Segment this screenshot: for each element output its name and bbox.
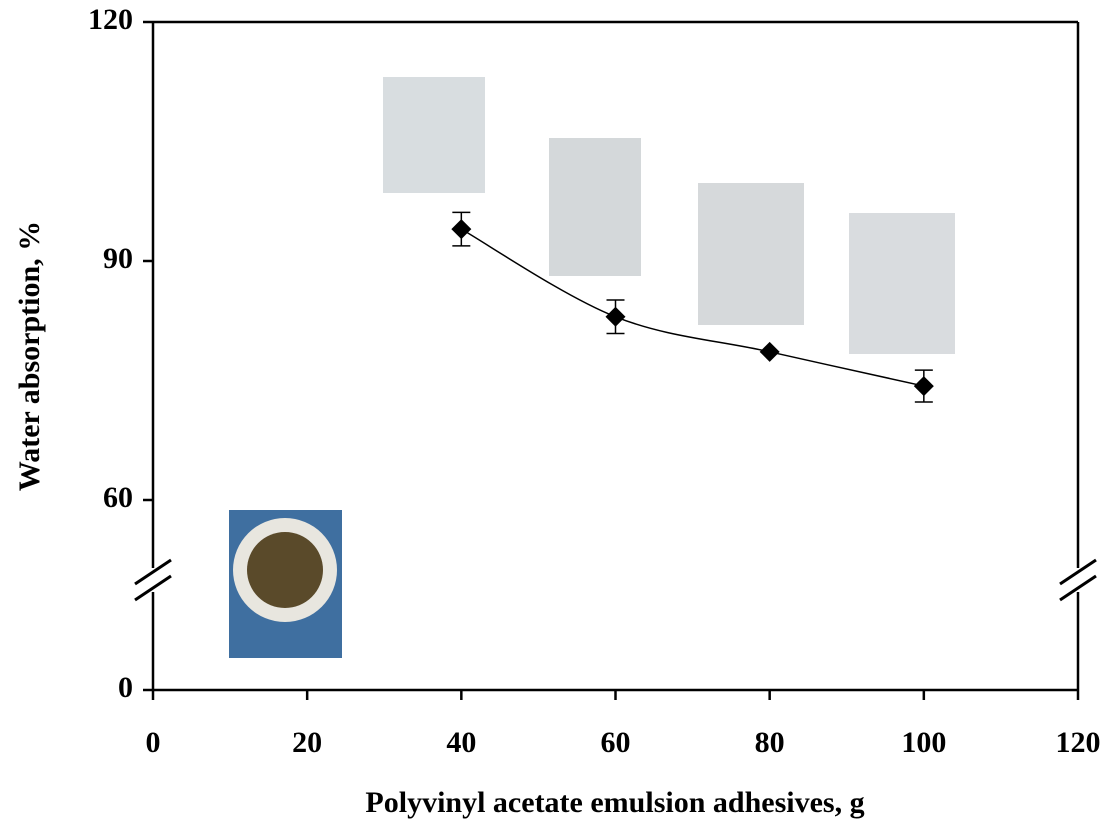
data-point (913, 376, 934, 397)
break-mark (134, 574, 172, 602)
y-axis-title: Water absorption, % (13, 221, 46, 491)
sample-photo (383, 77, 485, 193)
sample-photo (549, 138, 641, 276)
x-tick-label: 0 (146, 726, 161, 759)
y-tick-label: 120 (88, 3, 133, 36)
sample-photo (698, 183, 804, 325)
sample-photo-content (247, 532, 323, 608)
sample-photo (849, 213, 955, 354)
axis-break (134, 558, 1097, 602)
y-tick-label: 60 (103, 481, 133, 514)
y-tick-label: 90 (103, 242, 133, 275)
x-tick-label: 40 (446, 726, 476, 759)
x-tick-label: 60 (601, 726, 631, 759)
x-tick-label: 80 (755, 726, 785, 759)
y-tick-label: 0 (118, 671, 133, 704)
x-tick-label: 20 (292, 726, 322, 759)
data-point (451, 219, 472, 240)
data-point (605, 306, 626, 327)
break-mark (1059, 574, 1097, 602)
x-axis-title: Polyvinyl acetate emulsion adhesives, g (365, 786, 864, 819)
x-tick-label: 120 (1056, 726, 1101, 759)
break-mark (134, 558, 172, 586)
data-point (759, 341, 780, 362)
x-tick-label: 100 (901, 726, 946, 759)
series-line (460, 228, 924, 387)
break-mark (1059, 558, 1097, 586)
